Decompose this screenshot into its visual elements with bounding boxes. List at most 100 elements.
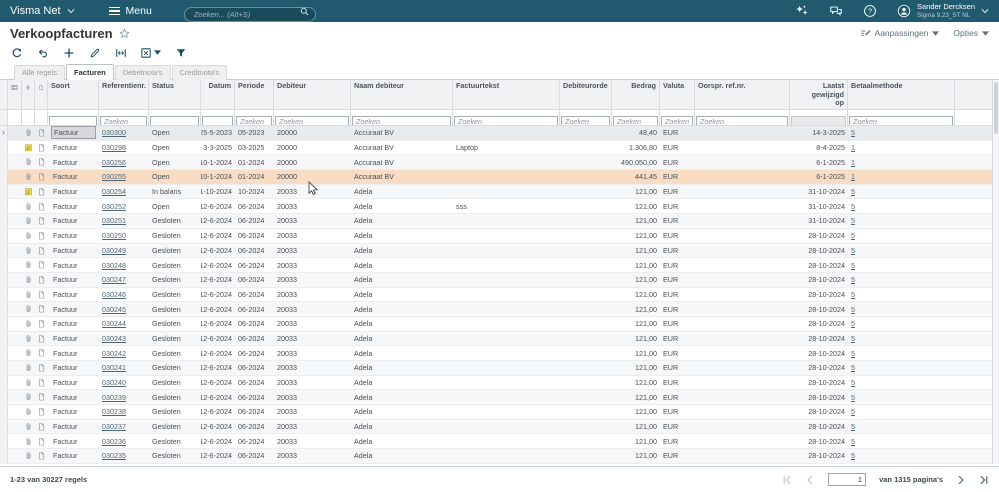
row-files[interactable] — [22, 361, 35, 375]
table-row[interactable]: › Factuur 030236 Gesloten 12-6-2024 06-2… — [0, 434, 999, 449]
row-files[interactable] — [22, 420, 35, 434]
row-notes[interactable] — [35, 332, 48, 346]
invoice-link[interactable]: 030251 — [102, 216, 126, 225]
payment-method-link[interactable]: 1 — [851, 172, 855, 181]
row-files[interactable] — [22, 317, 35, 331]
last-page-button[interactable] — [979, 475, 989, 485]
row-files[interactable] — [22, 302, 35, 316]
global-search-input[interactable] — [184, 7, 316, 22]
filter-soort[interactable] — [49, 116, 97, 126]
table-row[interactable]: › Factuur 030244 Gesloten 12-6-2024 06-2… — [0, 317, 999, 332]
row-notes[interactable] — [35, 229, 48, 243]
row-notes[interactable] — [35, 449, 48, 463]
row-notes[interactable] — [35, 288, 48, 302]
row-notes[interactable] — [35, 302, 48, 316]
invoice-link[interactable]: 030298 — [102, 143, 126, 152]
table-row[interactable]: › Factuur 030300 Open 25-5-2023 05-2023 … — [0, 126, 999, 141]
payment-method-link[interactable]: 5 — [851, 393, 855, 402]
payment-method-link[interactable]: 5 — [851, 231, 855, 240]
filter-factuurtekst[interactable] — [454, 116, 558, 126]
filter-button[interactable] — [174, 46, 187, 59]
invoice-link[interactable]: 030255 — [102, 172, 126, 181]
table-row[interactable]: › Factuur 030237 Gesloten 12-6-2024 06-2… — [0, 420, 999, 435]
table-row[interactable]: › Factuur 030249 Gesloten 12-6-2024 06-2… — [0, 244, 999, 259]
payment-method-link[interactable]: 1 — [851, 143, 855, 152]
row-files[interactable] — [22, 405, 35, 419]
row-notes[interactable] — [35, 155, 48, 169]
invoice-link[interactable]: 030241 — [102, 363, 126, 372]
header-referentienr[interactable]: Referentienr. — [99, 80, 149, 109]
payment-method-link[interactable]: 5 — [851, 202, 855, 211]
row-notes[interactable] — [35, 214, 48, 228]
invoice-link[interactable]: 030242 — [102, 349, 126, 358]
tab-facturen[interactable]: Facturen — [66, 64, 114, 80]
column-settings-button[interactable] — [8, 80, 22, 109]
chat-icon[interactable] — [829, 4, 843, 18]
header-status[interactable]: Status — [149, 80, 201, 109]
payment-method-link[interactable]: 5 — [851, 305, 855, 314]
table-row[interactable]: › Factuur 030298 Open 3-3-2025 03-2025 2… — [0, 141, 999, 156]
row-files[interactable] — [22, 449, 35, 463]
row-notes[interactable] — [35, 199, 48, 213]
export-excel-button[interactable] — [140, 47, 161, 59]
header-laatst-gewijzigd[interactable]: Laatst gewijzigd op — [790, 80, 848, 109]
payment-method-link[interactable]: 5 — [851, 246, 855, 255]
header-valuta[interactable]: Valuta — [660, 80, 695, 109]
header-files-column[interactable] — [22, 80, 35, 109]
payment-method-link[interactable]: 1 — [851, 158, 855, 167]
invoice-link[interactable]: 030256 — [102, 158, 126, 167]
options-button[interactable]: Opties — [953, 28, 989, 38]
table-row[interactable]: › Factuur 030248 Gesloten 12-6-2024 06-2… — [0, 258, 999, 273]
filter-periode[interactable] — [236, 116, 272, 126]
payment-method-link[interactable]: 5 — [851, 216, 855, 225]
row-notes[interactable] — [35, 170, 48, 184]
header-naam-debiteur[interactable]: Naam debiteur — [351, 80, 453, 109]
invoice-link[interactable]: 030239 — [102, 393, 126, 402]
row-files[interactable] — [22, 273, 35, 287]
table-row[interactable]: › Factuur 030256 Open 10-1-2024 01-2024 … — [0, 155, 999, 170]
filter-bedrag[interactable] — [613, 116, 658, 126]
payment-method-link[interactable]: 5 — [851, 363, 855, 372]
filter-naam-debiteur[interactable] — [352, 116, 451, 126]
row-notes[interactable] — [35, 126, 48, 140]
invoice-link[interactable]: 030252 — [102, 202, 126, 211]
filter-valuta[interactable] — [661, 116, 693, 126]
payment-method-link[interactable]: 5 — [851, 319, 855, 328]
payment-method-link[interactable]: 5 — [851, 407, 855, 416]
table-row[interactable]: › Factuur 030250 Gesloten 12-6-2024 06-2… — [0, 229, 999, 244]
row-files[interactable] — [22, 288, 35, 302]
invoice-link[interactable]: 030300 — [102, 128, 126, 137]
header-debiteur[interactable]: Debiteur — [274, 80, 351, 109]
filter-debiteurorder[interactable] — [561, 116, 610, 126]
row-files[interactable] — [22, 170, 35, 184]
filter-betaalmethode[interactable] — [849, 116, 953, 126]
header-debiteurorder[interactable]: Debiteurorde — [560, 80, 612, 109]
invoice-link[interactable]: 030254 — [102, 187, 126, 196]
row-files[interactable] — [22, 229, 35, 243]
brand-menu[interactable]: Visma Net — [0, 5, 81, 17]
table-row[interactable]: › Factuur 030252 Open 12-6-2024 06-2024 … — [0, 199, 999, 214]
table-row[interactable]: › Factuur 030242 Gesloten 12-6-2024 06-2… — [0, 346, 999, 361]
row-files[interactable] — [22, 258, 35, 272]
payment-method-link[interactable]: 5 — [851, 275, 855, 284]
row-notes[interactable] — [35, 420, 48, 434]
tab-creditnotas[interactable]: Creditnota's — [172, 65, 228, 80]
row-files[interactable] — [22, 434, 35, 448]
next-page-button[interactable] — [956, 475, 966, 485]
invoice-link[interactable]: 030244 — [102, 319, 126, 328]
row-files[interactable] — [22, 185, 35, 199]
row-files[interactable] — [22, 390, 35, 404]
invoice-link[interactable]: 030247 — [102, 275, 126, 284]
menu-button[interactable]: Menu — [109, 5, 152, 17]
payment-method-link[interactable]: 5 — [851, 187, 855, 196]
table-row[interactable]: › Factuur 030251 Gesloten 12-6-2024 06-2… — [0, 214, 999, 229]
invoice-link[interactable]: 030237 — [102, 422, 126, 431]
fit-width-button[interactable] — [114, 46, 127, 59]
filter-debiteur[interactable] — [275, 116, 349, 126]
table-row[interactable]: › Factuur 030246 Gesloten 12-6-2024 06-2… — [0, 288, 999, 303]
row-notes[interactable] — [35, 244, 48, 258]
header-datum[interactable]: Datum — [201, 80, 235, 109]
table-row[interactable]: › Factuur 030255 Open 10-1-2024 01-2024 … — [0, 170, 999, 185]
invoice-link[interactable]: 030236 — [102, 437, 126, 446]
filter-oorspr-refnr[interactable] — [696, 116, 788, 126]
